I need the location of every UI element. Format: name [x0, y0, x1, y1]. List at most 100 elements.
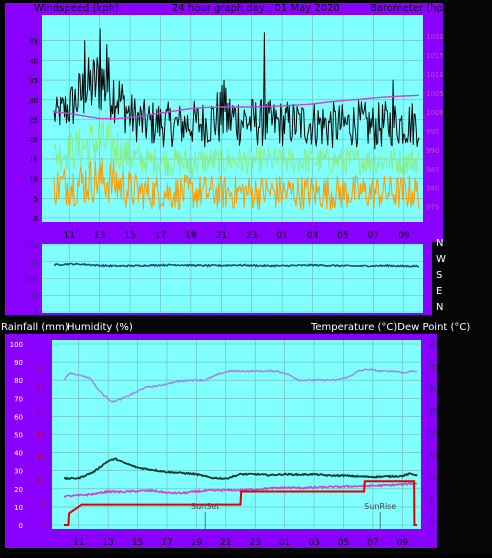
bottom-grid — [52, 340, 421, 529]
bottom-x-tick-label: 23 — [249, 538, 260, 548]
top-x-tick-label: 13 — [94, 231, 105, 241]
bottom-x-tick-label: 13 — [102, 538, 113, 548]
wind-direction-series — [53, 262, 420, 268]
humidity-axis-title: Humidity (%) — [67, 322, 133, 333]
windspeed-tick-label: 30 — [29, 97, 38, 105]
tick-labels: 0510152025303540459759809859909951000100… — [10, 33, 446, 548]
temperature-dewpoint-axis-title: Temperature (°C)Dew Point (°C) — [310, 322, 470, 333]
temperature-tick-label: 10 — [429, 473, 438, 481]
direction-tick-label: 270 — [27, 260, 39, 267]
mid-grid — [42, 244, 423, 313]
rainfall-tick-label: 5 — [41, 499, 45, 507]
humidity-tick-label: 20 — [14, 486, 23, 494]
barometer-tick-label: 995 — [426, 128, 439, 136]
windspeed-tick-label: 35 — [29, 77, 38, 85]
bottom-x-tick-label: 15 — [132, 538, 143, 548]
direction-tick-label: 90 — [30, 293, 38, 300]
rainfall-series — [64, 480, 417, 526]
humidity-tick-label: 100 — [10, 341, 23, 349]
rainfall-axis-title: Rainfall (mm) — [1, 322, 69, 333]
low-wind-series — [53, 157, 420, 211]
windspeed-tick-label: 5 — [34, 195, 38, 203]
rainfall-tick-label: 10 — [36, 476, 45, 484]
top-x-tick-label: 11 — [63, 231, 74, 241]
event-label: SunRise — [364, 502, 396, 511]
temperature-tick-label: 40 — [429, 341, 438, 349]
top-x-tick-label: 01 — [276, 231, 287, 241]
rainfall-tick-label: 15 — [36, 454, 45, 462]
direction-tick-label: 360 — [27, 243, 39, 250]
windspeed-tick-label: 15 — [29, 156, 38, 164]
humidity-tick-label: 60 — [14, 413, 23, 421]
barometer-tick-label: 1015 — [426, 52, 444, 60]
windspeed-tick-label: 20 — [29, 136, 38, 144]
barometer-axis-title: Barometer (hpa) — [370, 3, 453, 14]
humidity-tick-label: 0 — [19, 522, 23, 530]
humidity-tick-label: 30 — [14, 468, 23, 476]
compass-label: E — [436, 286, 442, 297]
humidity-tick-label: 80 — [14, 377, 23, 385]
windspeed-tick-label: 10 — [29, 176, 38, 184]
temperature-series — [63, 457, 418, 481]
compass-label: S — [436, 270, 442, 281]
temperature-tick-label: 20 — [429, 429, 438, 437]
barometer-tick-label: 1020 — [426, 33, 444, 41]
top-x-tick-label: 03 — [307, 231, 318, 241]
windspeed-tick-label: 45 — [29, 38, 38, 46]
top-x-tick-label: 15 — [124, 231, 135, 241]
humidity-tick-label: 90 — [14, 359, 23, 367]
barometer-tick-label: 980 — [426, 185, 439, 193]
compass-label: W — [436, 254, 446, 265]
compass-label: N — [436, 302, 443, 313]
temperature-tick-label: 25 — [429, 407, 438, 415]
bottom-x-tick-label: 09 — [397, 538, 409, 548]
temperature-tick-label: 35 — [429, 363, 438, 371]
barometer-tick-label: 1005 — [426, 90, 444, 98]
barometer-series — [53, 94, 420, 120]
bottom-x-tick-label: 07 — [367, 538, 378, 548]
barometer-tick-label: 985 — [426, 166, 439, 174]
humidity-series — [63, 368, 418, 404]
direction-series-group — [53, 262, 420, 268]
bottom-x-tick-label: 11 — [73, 538, 84, 548]
event-markers: SunSet SunRise — [191, 502, 396, 529]
windspeed-axis-title: Windspeed (kph) — [34, 3, 119, 14]
barometer-tick-label: 975 — [426, 204, 439, 212]
graph-title: 24 hour graph day : 01 May 2020 — [172, 3, 340, 14]
gust-series — [53, 28, 420, 150]
windspeed-tick-label: 25 — [29, 117, 38, 125]
rainfall-tick-label: 30 — [36, 385, 45, 393]
bottom-x-tick-label: 01 — [279, 538, 290, 548]
temperature-tick-label: 5 — [429, 496, 433, 504]
humidity-tick-label: 70 — [14, 395, 23, 403]
top-x-tick-label: 21 — [216, 231, 227, 241]
rainfall-tick-label: 35 — [36, 363, 45, 371]
bottom-x-tick-label: 17 — [161, 538, 172, 548]
bottom-series-group — [63, 368, 418, 526]
bottom-x-tick-label: 19 — [191, 538, 203, 548]
rainfall-tick-label: 0 — [41, 522, 45, 530]
top-x-tick-label: 17 — [155, 231, 166, 241]
top-x-tick-label: 23 — [246, 231, 257, 241]
top-x-tick-label: 19 — [185, 231, 197, 241]
wind-series-group — [53, 28, 420, 211]
barometer-tick-label: 990 — [426, 147, 439, 155]
top-x-tick-label: 07 — [368, 231, 379, 241]
event-label: SunSet — [191, 502, 219, 511]
top-x-tick-label: 09 — [398, 231, 410, 241]
rainfall-tick-label: 25 — [36, 408, 45, 416]
rainfall-tick-label: 20 — [36, 431, 45, 439]
direction-tick-label: 0 — [34, 310, 38, 317]
compass-label: N — [436, 238, 443, 249]
temperature-tick-label: 30 — [429, 385, 438, 393]
temperature-tick-label: 0 — [429, 518, 433, 526]
dew-point-series — [64, 482, 418, 498]
direction-tick-label: 180 — [27, 277, 39, 284]
bottom-x-tick-label: 05 — [338, 538, 349, 548]
bottom-x-tick-label: 03 — [308, 538, 319, 548]
bottom-x-tick-label: 21 — [220, 538, 231, 548]
windspeed-tick-label: 40 — [29, 57, 38, 65]
average-wind-series — [53, 118, 420, 178]
